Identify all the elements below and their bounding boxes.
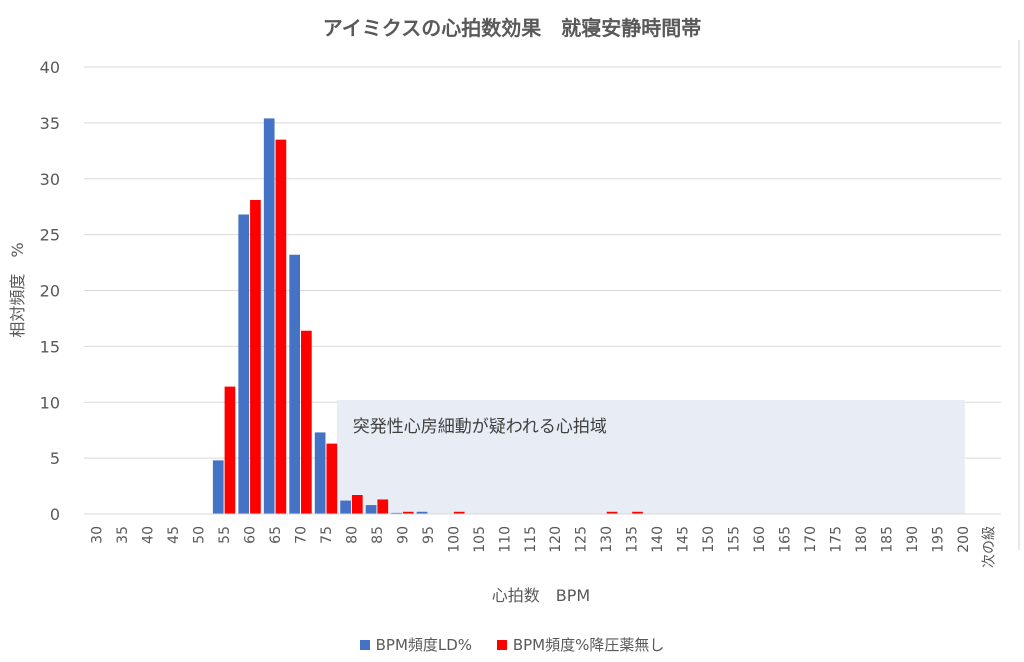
bar-no-med-60 — [250, 199, 261, 515]
x-tick-label: 185 — [879, 526, 895, 553]
annotation-label: 突発性心房細動が疑われる心拍域 — [353, 417, 607, 437]
bar-no-med-85 — [377, 499, 389, 514]
x-tick-label: 70 — [294, 526, 310, 544]
x-tick-label: 60 — [243, 526, 259, 544]
bar-ld-95 — [416, 511, 428, 514]
bar-no-med-70 — [301, 330, 312, 514]
bar-ld-80 — [340, 500, 351, 514]
x-tick-label: 200 — [956, 526, 972, 553]
x-tick-label: 45 — [166, 526, 182, 544]
bar-ld-90 — [391, 512, 402, 514]
legend-label-no-med: BPM頻度%降圧薬無し — [512, 636, 665, 654]
legend: BPM頻度LD% BPM頻度%降圧薬無し — [0, 634, 1024, 655]
y-tick-labels: 0 5 10 15 20 25 30 35 40 — [40, 58, 60, 524]
bar-no-med-80 — [351, 495, 363, 514]
y-tick-label: 0 — [50, 505, 60, 524]
x-tick-label: 65 — [268, 526, 284, 544]
bar-ld-75 — [314, 432, 326, 514]
bar-ld-85 — [365, 505, 377, 514]
x-tick-label: 170 — [803, 526, 819, 553]
x-tick-label: 160 — [752, 526, 768, 553]
x-tick-label: 125 — [574, 526, 590, 553]
bar-ld-65 — [263, 118, 275, 514]
x-tick-label: 95 — [421, 526, 437, 544]
gridlines — [84, 66, 1001, 459]
bar-no-med-55 — [224, 386, 236, 514]
y-axis-label: 相対頻度 % — [8, 242, 27, 337]
bar-no-med-100 — [453, 511, 465, 514]
y-tick-label: 40 — [40, 58, 60, 77]
x-tick-label: 145 — [676, 526, 692, 553]
bar-no-med-75 — [326, 443, 338, 514]
x-tick-label: 135 — [625, 526, 641, 553]
annotation-region: 突発性心房細動が疑われる心拍域 — [336, 400, 965, 514]
x-tick-label: 50 — [192, 526, 208, 544]
bars — [212, 118, 643, 515]
x-tick-label: 175 — [828, 526, 844, 553]
legend-swatch-blue — [359, 639, 370, 650]
x-tick-label: 190 — [905, 526, 921, 553]
bar-no-med-65 — [275, 139, 287, 514]
legend-label-ld: BPM頻度LD% — [375, 636, 473, 654]
x-tick-label: 180 — [854, 526, 870, 553]
chart-title: アイミクスの心拍数効果 就寝安静時間帯 — [322, 16, 702, 40]
x-tick-label: 75 — [319, 526, 335, 544]
x-tick-label: 115 — [523, 526, 539, 553]
x-tick-label: 100 — [446, 526, 462, 553]
x-tick-label: 90 — [395, 526, 411, 544]
x-tick-labels: 30 35 40 45 50 55 60 65 70 75 80 85 90 95 100 105 110 115… — [90, 526, 998, 568]
x-axis-label: 心拍数 BPM — [492, 586, 590, 605]
bar-ld-55 — [212, 460, 224, 514]
legend-swatch-red — [496, 639, 507, 650]
y-tick-label: 30 — [40, 170, 60, 189]
y-tick-label: 35 — [40, 114, 60, 133]
x-tick-label: 40 — [141, 526, 157, 544]
legend-item-no-med: BPM頻度%降圧薬無し — [496, 634, 665, 655]
x-tick-label: 130 — [599, 526, 615, 553]
y-tick-label: 25 — [40, 226, 60, 245]
y-tick-label: 20 — [40, 282, 60, 301]
y-tick-label: 5 — [50, 449, 60, 468]
y-tick-label: 10 — [40, 393, 60, 412]
x-tick-label: 30 — [90, 526, 106, 544]
x-tick-label: 85 — [370, 526, 386, 544]
y-tick-label: 15 — [40, 337, 60, 356]
x-tick-label: 155 — [727, 526, 743, 553]
x-tick-label: 120 — [548, 526, 564, 553]
x-tick-label: 110 — [497, 526, 513, 553]
x-tick-label: 195 — [930, 526, 946, 553]
x-tick-label: 80 — [344, 526, 360, 544]
bar-no-med-135 — [632, 511, 643, 514]
bar-no-med-90 — [402, 511, 414, 514]
x-tick-label: 140 — [650, 526, 666, 553]
legend-item-ld: BPM頻度LD% — [359, 634, 473, 655]
chart-border — [1018, 40, 1020, 550]
bar-ld-60 — [238, 214, 250, 514]
x-tick-label: 105 — [472, 526, 488, 553]
bar-no-med-130 — [606, 511, 618, 514]
x-tick-label: 150 — [701, 526, 717, 553]
annotation-box — [336, 400, 965, 514]
x-tick-label: 165 — [777, 526, 793, 553]
x-tick-label: 35 — [115, 526, 131, 544]
x-tick-label: 次の級 — [981, 526, 997, 568]
bar-ld-70 — [289, 254, 301, 515]
x-tick-label: 55 — [217, 526, 233, 544]
